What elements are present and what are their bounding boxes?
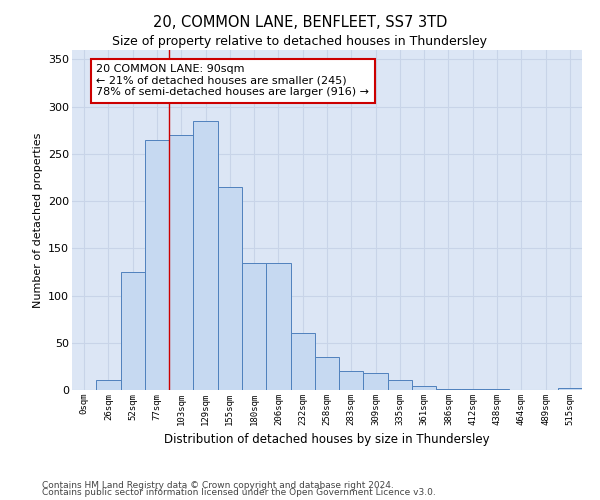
Text: Contains public sector information licensed under the Open Government Licence v3: Contains public sector information licen… xyxy=(42,488,436,497)
Bar xyxy=(169,135,193,390)
Bar xyxy=(461,389,485,390)
Bar xyxy=(266,262,290,390)
Bar xyxy=(436,389,461,390)
Text: 20 COMMON LANE: 90sqm
← 21% of detached houses are smaller (245)
78% of semi-det: 20 COMMON LANE: 90sqm ← 21% of detached … xyxy=(96,64,369,98)
Bar xyxy=(485,389,509,390)
Bar xyxy=(315,357,339,390)
Bar xyxy=(364,373,388,390)
Bar xyxy=(290,334,315,390)
Bar xyxy=(193,121,218,390)
Bar xyxy=(339,371,364,390)
X-axis label: Distribution of detached houses by size in Thundersley: Distribution of detached houses by size … xyxy=(164,434,490,446)
Text: 20, COMMON LANE, BENFLEET, SS7 3TD: 20, COMMON LANE, BENFLEET, SS7 3TD xyxy=(153,15,447,30)
Bar xyxy=(558,388,582,390)
Bar xyxy=(121,272,145,390)
Bar xyxy=(388,380,412,390)
Text: Contains HM Land Registry data © Crown copyright and database right 2024.: Contains HM Land Registry data © Crown c… xyxy=(42,480,394,490)
Bar xyxy=(412,386,436,390)
Bar xyxy=(145,140,169,390)
Bar xyxy=(218,187,242,390)
Text: Size of property relative to detached houses in Thundersley: Size of property relative to detached ho… xyxy=(113,35,487,48)
Y-axis label: Number of detached properties: Number of detached properties xyxy=(32,132,43,308)
Bar xyxy=(96,380,121,390)
Bar xyxy=(242,262,266,390)
